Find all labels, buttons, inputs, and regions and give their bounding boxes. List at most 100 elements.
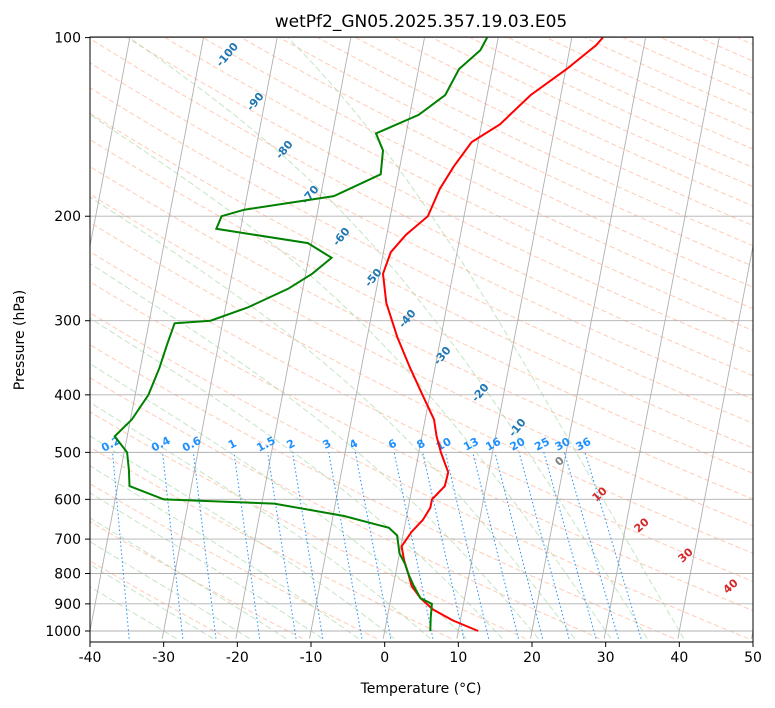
isotherm-line [161,37,278,639]
isotherm-line [382,37,499,639]
dry-adiabat-line [90,483,378,640]
y-tick-label: 200 [54,209,81,225]
plot-frame [89,36,754,643]
mixing-ratio-line [267,452,297,639]
isotherm-line [677,243,753,639]
moist-adiabat-line [128,37,648,639]
dry-adiabat-line [90,446,452,640]
isotherm-label: 40 [721,576,741,596]
mixing-ratio-label: 0.2 [99,434,122,455]
moist-adiabat-line [90,465,359,640]
mixing-ratio-label: 30 [553,435,573,454]
x-tick-label: -10 [300,650,323,666]
mixing-ratio-label: 25 [532,435,552,454]
dry-adiabat-line [393,37,753,207]
mixing-ratio-label: 0.4 [149,434,173,455]
mixing-ratio-label: 1 [226,437,239,452]
mixing-ratio-label: 13 [461,435,481,454]
mixing-ratio-line [292,452,324,639]
dry-adiabats [90,37,753,640]
mixing-ratio-label: 4 [347,437,360,452]
mixing-ratio-label: 20 [508,435,528,454]
moist-adiabat-line [90,401,431,639]
dry-adiabat-line [90,221,753,554]
mixing-ratio-line [192,452,217,639]
profile-series [113,37,604,632]
y-tick-label: 700 [54,532,81,548]
isotherm-line [235,37,352,639]
moist-adiabat-label: -60 [330,225,353,249]
y-tick-label: 100 [54,31,81,47]
gridlines [90,37,753,639]
moist-adiabat-line [90,435,395,639]
dry-adiabat-line [737,37,753,45]
x-tick-label: 50 [744,650,762,666]
isotherm-line [90,37,131,249]
y-tick-label: 400 [54,388,81,404]
x-axis-label: Temperature (°C) [360,681,482,697]
y-tick-label: 800 [54,566,81,582]
mixing-ratio-label: 0.6 [180,434,204,455]
x-tick-label: 10 [449,650,467,666]
moist-adiabat-line [90,541,251,640]
x-tick-label: 30 [597,650,615,666]
isotherm-label: 20 [632,515,652,535]
mixing-ratio-line [584,452,642,639]
reference-line-labels: 0.1 0.2 0.4 0.6 1 1.5 2 3 4 6 8 10 13 16 20 25 30 36-100-… [99,40,741,597]
mixing-ratio-line [563,452,619,639]
moist-adiabat-line [90,586,177,640]
moist-adiabat-line [90,492,323,640]
dry-adiabat-line [469,37,753,169]
dry-adiabat-line [698,37,753,62]
dry-adiabat-line [90,193,753,527]
dry-adiabat-line [355,37,753,227]
mixing-ratio-line [422,452,465,639]
moist-adiabat-line [90,363,467,639]
mixing-ratio-line [328,452,363,639]
mixing-ratio-line [162,452,184,639]
moist-adiabat-line [90,262,539,639]
mixing-ratio-line [233,452,261,639]
x-tick-label: -20 [226,650,249,666]
moist-adiabat-label: -100 [213,40,241,70]
dewpoint-profile-line [113,37,488,632]
mixing-ratio-line [112,452,130,639]
mixing-ratio-line [494,452,544,639]
axes: -40 -30 -20 -10 0 10 20 30 40 5010020030040050060… [45,31,762,666]
isotherm-line [309,37,425,639]
dry-adiabat-line [90,87,753,424]
moist-adiabat-line [90,563,214,640]
x-tick-label: 20 [523,650,541,666]
x-tick-label: 0 [380,650,389,666]
dry-adiabat-line [90,411,526,640]
y-tick-label: 300 [54,314,81,330]
x-tick-label: 40 [670,650,688,666]
isotherm-line [751,628,753,639]
y-tick-label: 600 [54,492,81,508]
isotherm-label: 10 [590,484,610,504]
mixing-ratio-label: 16 [483,435,503,454]
dry-adiabat-line [622,37,753,96]
y-tick-label: 1000 [45,624,81,640]
dry-adiabat-line [279,37,753,267]
y-tick-label: 500 [54,445,81,461]
mixing-ratio-label: 6 [386,437,399,452]
moist-adiabat-line [90,113,612,639]
mixing-ratio-label: 3 [321,437,334,452]
dry-adiabat-line [317,37,753,247]
isotherm-line [90,37,204,634]
dry-adiabat-line [90,344,675,640]
temperature-profile-line [381,37,604,632]
dry-adiabat-line [90,312,749,640]
x-tick-label: -40 [79,650,102,666]
dry-adiabat-line [431,37,753,188]
dry-adiabat-line [126,37,753,354]
mixing-ratio-label: 2 [284,437,297,452]
isotherm-line [603,37,720,639]
y-axis-label: Pressure (hPa) [12,290,28,390]
dry-adiabat-line [90,62,753,400]
moist-adiabat-label: -80 [273,138,296,162]
dry-adiabat-line [90,139,753,474]
dry-adiabat-line [90,251,753,583]
